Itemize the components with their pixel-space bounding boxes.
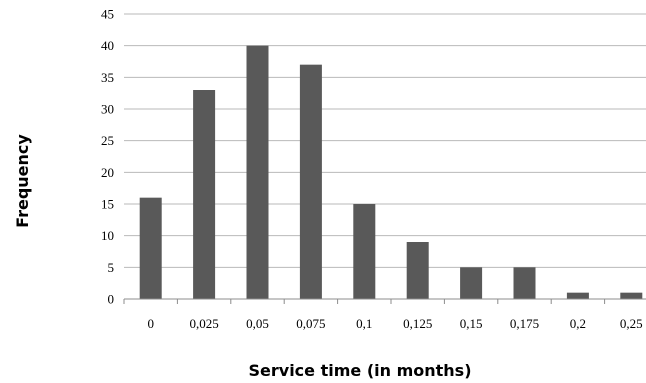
y-tick-label: 0 [108, 292, 115, 307]
y-tick-label: 15 [101, 197, 114, 212]
bar [299, 64, 322, 300]
bar [513, 267, 536, 299]
y-axis-title: Frequency [13, 134, 32, 228]
bar [406, 242, 429, 299]
y-tick-label: 45 [101, 7, 114, 22]
bar [566, 292, 589, 299]
bar [193, 90, 216, 299]
x-tick-label: 0,175 [510, 316, 539, 331]
y-axis-ticks: 0 5 10 15 20 25 30 35 40 45 [101, 7, 114, 307]
x-axis-ticks: 0 0,025 0,05 0,075 0,1 0,125 0,15 0,175 0,2 0,25 [123, 299, 643, 331]
bar [139, 197, 162, 299]
y-tick-label: 30 [101, 102, 114, 117]
x-tick-label: 0,25 [620, 316, 643, 331]
x-tick-label: 0,125 [403, 316, 432, 331]
bar [353, 204, 376, 299]
x-tick-label: 0,05 [246, 316, 269, 331]
x-tick-label: 0,15 [460, 316, 483, 331]
x-tick-label: 0 [147, 316, 154, 331]
bar [620, 292, 643, 299]
y-tick-label: 35 [101, 70, 114, 85]
y-tick-label: 5 [108, 260, 115, 275]
x-tick-label: 0,075 [296, 316, 325, 331]
x-tick-label: 0,1 [356, 316, 372, 331]
y-tick-label: 10 [101, 228, 114, 243]
y-tick-label: 25 [101, 133, 114, 148]
y-tick-label: 20 [101, 165, 114, 180]
x-tick-label: 0,2 [570, 316, 586, 331]
bar [460, 267, 483, 299]
bars [139, 45, 643, 300]
x-axis-title: Service time (in months) [249, 361, 472, 380]
bar [246, 45, 269, 299]
x-tick-label: 0,025 [189, 316, 218, 331]
y-tick-label: 40 [101, 38, 114, 53]
